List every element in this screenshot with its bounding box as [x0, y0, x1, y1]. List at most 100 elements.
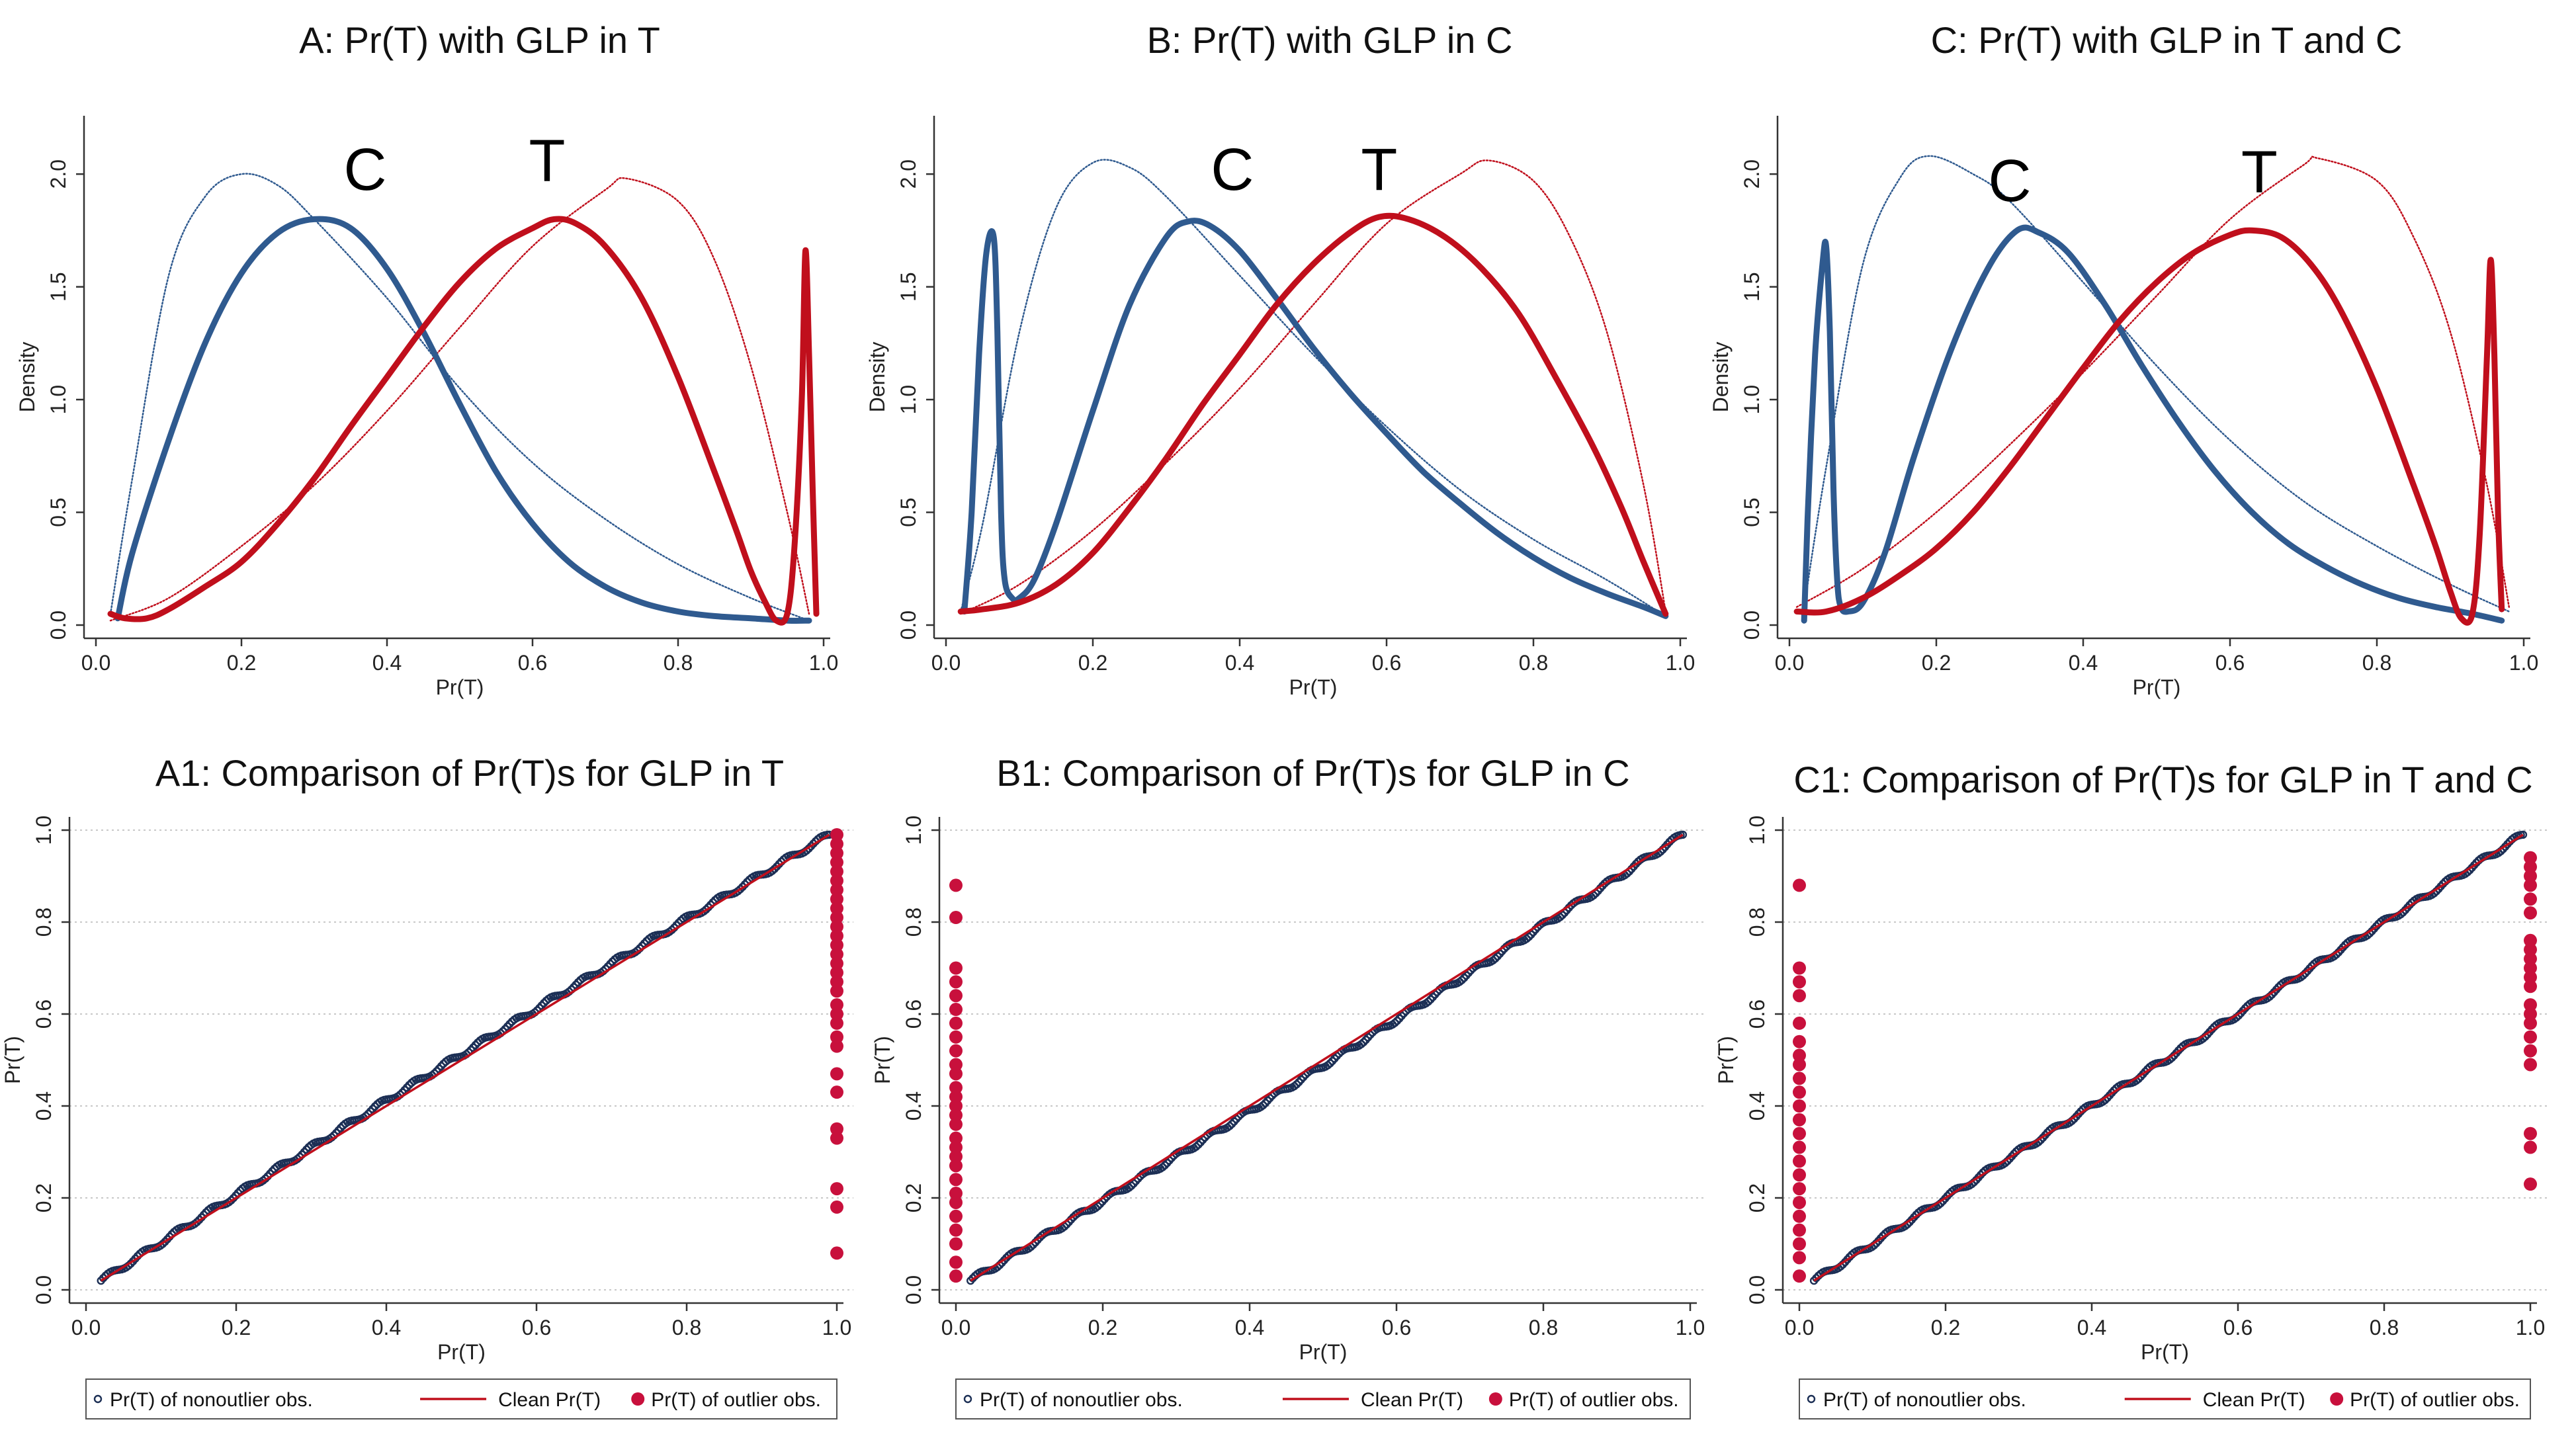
series-c-clean	[1803, 155, 2511, 613]
x-tick-label: 0.8	[2362, 651, 2391, 675]
nonoutlier-point	[1035, 1233, 1045, 1242]
nonoutlier-point	[336, 1123, 345, 1132]
y-tick-label: 1.0	[896, 385, 920, 414]
y-tick-label: 1.0	[902, 816, 925, 845]
nonoutlier-point	[193, 1218, 201, 1226]
outlier-point	[949, 975, 963, 989]
outlier-point	[2524, 851, 2537, 865]
x-tick-label: 0.2	[1931, 1316, 1960, 1339]
outlier-point	[2524, 933, 2537, 947]
outlier-point	[1793, 1126, 1806, 1140]
outlier-point	[830, 1246, 843, 1260]
y-tick-label: 1.0	[1745, 816, 1769, 845]
x-tick-label: 0.0	[1775, 651, 1804, 675]
outlier-point	[949, 878, 963, 892]
outlier-point	[949, 989, 963, 1003]
outlier-point	[2524, 906, 2537, 920]
nonoutlier-point	[1292, 1080, 1301, 1089]
legend-nonoutlier-label: Pr(T) of nonoutlier obs.	[980, 1389, 1183, 1411]
outlier-point	[830, 855, 843, 869]
curve-label: C	[1989, 148, 2032, 214]
outlier-point	[830, 1007, 843, 1021]
chart-c: C: Pr(T) with GLP in T and C 0.0 0.2 0.4 0.6…	[1709, 19, 2538, 699]
outlier-point	[2524, 961, 2537, 975]
x-tick-label: 0.8	[2370, 1316, 2399, 1339]
legend-clean-label: Clean Pr(T)	[2203, 1389, 2305, 1411]
nonoutlier-point	[405, 1081, 413, 1089]
outlier-point	[2524, 1016, 2537, 1030]
x-tick-label: 1.0	[2516, 1316, 2545, 1339]
y-tick-label: 1.5	[46, 272, 70, 301]
y-tick-label: 1.0	[46, 385, 70, 414]
chart-title: B1: Comparison of Pr(T)s for GLP in C	[996, 752, 1630, 794]
x-tick-label: 0.4	[2069, 651, 2098, 675]
nonoutlier-point	[540, 999, 548, 1007]
outlier-point	[2524, 878, 2537, 892]
series-t	[1793, 227, 2505, 626]
outlier-point	[1793, 1223, 1806, 1237]
nonoutlier-point	[1194, 1140, 1203, 1149]
nonoutlier-point	[1127, 1181, 1136, 1190]
nonoutlier-point	[1094, 1202, 1102, 1210]
x-tick-label: 0.4	[372, 651, 402, 675]
outlier-point	[949, 961, 963, 975]
nonoutlier-point	[1002, 1253, 1011, 1262]
outlier-point	[830, 947, 843, 961]
x-tick-label: 0.2	[222, 1316, 251, 1339]
outlier-point	[2524, 1140, 2537, 1154]
outlier-point	[2524, 980, 2537, 994]
nonoutlier-point	[505, 1019, 514, 1029]
outlier-point	[830, 883, 843, 897]
outlier-point	[2524, 952, 2537, 966]
y-tick-label: 0.0	[46, 611, 70, 640]
series-t-clean	[109, 177, 810, 622]
outlier-point	[830, 1030, 843, 1044]
x-tick-label: 0.2	[1088, 1316, 1117, 1339]
outlier-point	[830, 865, 843, 878]
y-axis-label: Pr(T)	[871, 1036, 894, 1084]
x-tick-label: 0.6	[2215, 651, 2245, 675]
nonoutlier-point	[227, 1196, 236, 1205]
y-tick-label: 0.8	[1745, 908, 1769, 937]
outlier-point	[2524, 892, 2537, 906]
series-t-clean	[1795, 155, 2511, 608]
outlier-point	[949, 1030, 963, 1044]
nonoutlier-point	[1160, 1161, 1170, 1169]
legend: Pr(T) of nonoutlier obs. Clean Pr(T) Pr(T)…	[85, 1378, 837, 1419]
outlier-point	[1793, 1113, 1806, 1126]
y-axis-label: Density	[1709, 342, 1733, 413]
nonoutlier-point	[1357, 1040, 1366, 1048]
y-tick-label: 0.6	[902, 999, 925, 1029]
nonoutlier-point	[302, 1145, 311, 1154]
clean-line	[1813, 833, 2524, 1282]
y-tick-label: 0.5	[46, 497, 70, 527]
series-c-clean	[959, 159, 1667, 617]
outlier-point	[1793, 989, 1806, 1003]
outlier-point	[830, 998, 843, 1012]
outlier-point	[2524, 860, 2537, 874]
y-tick-label: 0.4	[32, 1091, 56, 1121]
outlier-point	[830, 911, 843, 925]
nonoutlier-point	[1158, 1163, 1167, 1171]
x-tick-label: 0.0	[1785, 1316, 1814, 1339]
outlier-point	[830, 892, 843, 906]
y-tick-label: 0.0	[1745, 1275, 1769, 1304]
y-tick-label: 1.5	[896, 272, 920, 301]
nonoutlier-point	[736, 885, 745, 894]
nonoutlier-point	[1359, 1038, 1368, 1046]
legend-nonoutlier-symbol	[93, 1394, 103, 1404]
outlier-point	[949, 1016, 963, 1030]
series-t	[957, 212, 1669, 617]
nonoutlier-point	[1556, 913, 1565, 921]
outlier-point	[830, 975, 843, 989]
x-tick-label: 0.6	[2223, 1316, 2253, 1339]
x-tick-label: 0.2	[227, 651, 256, 675]
series-c-clean	[109, 173, 810, 622]
outlier-point	[830, 984, 843, 998]
x-tick-label: 0.6	[1372, 651, 1401, 675]
x-tick-label: 0.4	[372, 1316, 401, 1339]
chart-title: C1: Comparison of Pr(T)s for GLP in T an…	[1793, 759, 2532, 800]
outlier-point	[830, 938, 843, 952]
outlier-point	[830, 1200, 843, 1214]
outlier-point	[1793, 961, 1806, 975]
